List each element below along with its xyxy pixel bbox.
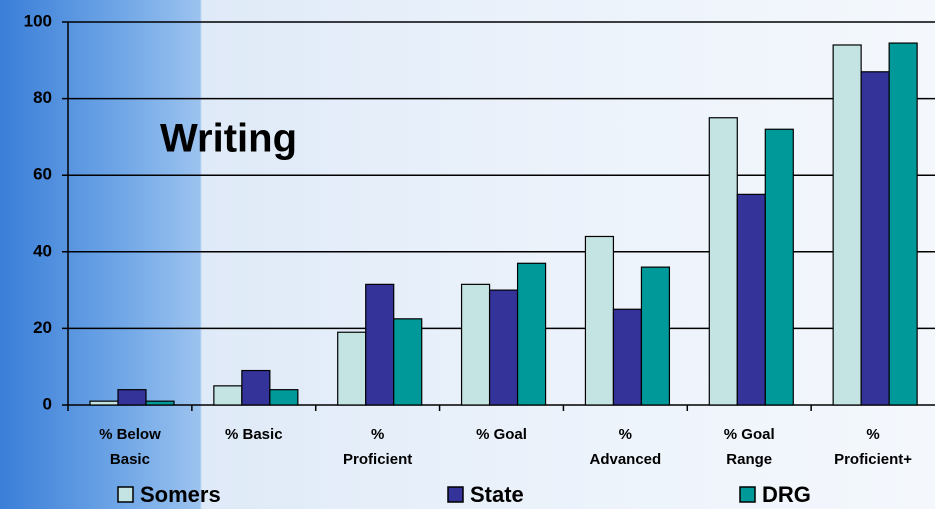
bar [337, 331, 367, 406]
bar [241, 369, 271, 406]
x-tick-label: % Proficient [343, 426, 413, 468]
bar [860, 71, 890, 406]
legend-label: State [470, 482, 524, 507]
x-tick-label: % Goal [476, 426, 527, 443]
x-tick-label: % Below Basic [99, 426, 161, 468]
bar [708, 117, 738, 406]
y-tick-label: 100 [24, 11, 52, 30]
x-tick-label: % Goal Range [723, 426, 775, 468]
x-tick-label: % Proficient+ [834, 426, 913, 468]
bar [640, 266, 671, 406]
bar [269, 389, 299, 406]
bar [117, 389, 147, 406]
bar [145, 400, 175, 406]
bar [888, 42, 918, 406]
bar [764, 128, 794, 406]
bar [612, 308, 643, 406]
bar [832, 44, 862, 406]
y-tick-label: 40 [33, 241, 52, 260]
legend-swatch [447, 486, 464, 503]
legend-label: Somers [140, 482, 221, 507]
bar [516, 262, 547, 406]
chart-title: Writing [160, 117, 297, 161]
legend-swatch [117, 486, 134, 503]
bar [488, 289, 519, 406]
y-tick-label: 60 [33, 165, 52, 184]
bar [365, 283, 395, 406]
bar [736, 193, 766, 406]
bar [213, 385, 243, 406]
bar [584, 235, 615, 406]
y-tick-label: 20 [33, 318, 52, 337]
y-tick-label: 80 [33, 88, 52, 107]
bar [460, 283, 491, 406]
x-tick-label: % Advanced [589, 426, 662, 468]
bar [393, 318, 423, 406]
x-tick-label: % Basic [225, 426, 283, 443]
bar [89, 400, 119, 406]
legend-label: DRG [762, 482, 811, 507]
legend-swatch [739, 486, 756, 503]
y-tick-label: 0 [43, 394, 52, 413]
